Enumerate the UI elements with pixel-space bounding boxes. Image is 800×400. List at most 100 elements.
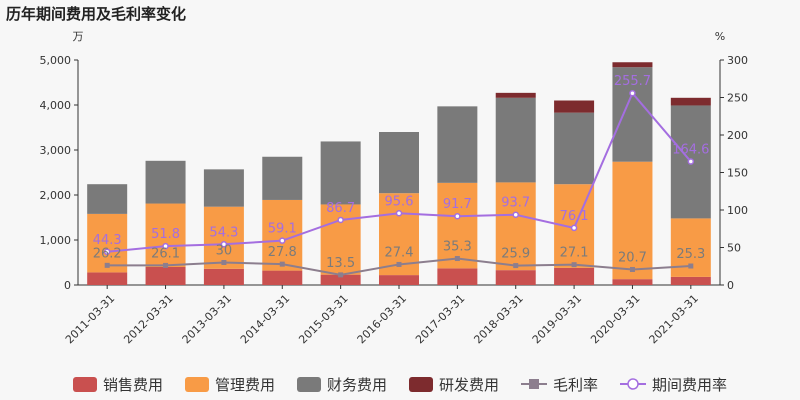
expense-ratio-point xyxy=(570,224,578,232)
legend-swatch xyxy=(72,376,97,392)
x-tick-label: 2016-03-31 xyxy=(355,292,409,346)
legend-swatch xyxy=(296,376,321,392)
x-tick-label: 2021-03-31 xyxy=(647,292,701,346)
y-right-tick-label: 200 xyxy=(727,129,748,142)
gross-margin-data-label: 27.8 xyxy=(268,245,297,260)
gross-margin-data-label: 20.7 xyxy=(618,250,647,265)
expense-ratio-data-label: 59.1 xyxy=(268,222,297,237)
bar-finance xyxy=(203,169,244,207)
x-tick-label: 2012-03-31 xyxy=(121,292,175,346)
x-tick-label: 2011-03-31 xyxy=(63,292,117,346)
gross-margin-data-label: 27.4 xyxy=(385,245,414,260)
x-tick-label: 2015-03-31 xyxy=(296,292,350,346)
bar-sales xyxy=(379,275,419,285)
expense-ratio-point xyxy=(279,237,286,244)
expense-ratio-data-label: 86.7 xyxy=(326,201,355,216)
gross-margin-point xyxy=(688,263,694,269)
gross-margin-point xyxy=(221,260,227,265)
y-right-tick-label: 100 xyxy=(727,204,748,217)
gross-margin-data-label: 30 xyxy=(216,244,233,259)
gross-margin-data-label: 35.3 xyxy=(443,240,472,255)
legend-label: 毛利率 xyxy=(553,375,599,394)
gross-margin-point xyxy=(396,261,402,267)
bar-rnd xyxy=(612,62,653,68)
bar-finance xyxy=(495,97,536,183)
legend-label: 研发费用 xyxy=(439,375,500,394)
y-right-unit: % xyxy=(715,30,725,43)
bar-admin xyxy=(379,193,419,276)
gross-margin-point xyxy=(629,266,635,272)
expense-ratio-data-label: 164.6 xyxy=(672,143,709,158)
expense-ratio-data-label: 54.3 xyxy=(209,225,238,240)
gross-margin-data-label: 27.1 xyxy=(560,246,589,261)
y-right-tick-label: 250 xyxy=(727,92,748,105)
gross-margin-data-label: 25.9 xyxy=(501,247,530,262)
bar-sales xyxy=(554,267,595,285)
bar-rnd xyxy=(670,97,711,106)
legend-label: 管理费用 xyxy=(214,375,275,394)
legend-item[interactable]: 管理费用 xyxy=(184,374,275,395)
bar-finance xyxy=(379,132,419,194)
gross-margin-point xyxy=(338,272,344,278)
expense-ratio-point xyxy=(103,248,111,256)
bar-admin xyxy=(612,161,653,280)
bar-sales xyxy=(612,279,653,285)
bar-sales xyxy=(670,276,711,285)
legend-line-key xyxy=(521,379,548,389)
x-tick-label: 2020-03-31 xyxy=(588,292,642,346)
expense-ratio-point xyxy=(454,212,461,220)
bar-finance xyxy=(145,160,186,204)
gross-margin-point xyxy=(163,262,169,268)
gross-margin-point xyxy=(454,256,460,262)
expense-ratio-point xyxy=(162,242,169,250)
expense-ratio-data-label: 93.7 xyxy=(501,196,530,211)
gross-margin-point xyxy=(513,263,519,269)
y-left-tick-label: 0 xyxy=(64,279,71,292)
bar-admin xyxy=(145,203,186,267)
bar-admin xyxy=(437,182,478,269)
expense-ratio-data-label: 91.7 xyxy=(443,197,472,212)
bar-sales xyxy=(320,274,361,285)
bar-sales xyxy=(262,270,303,285)
bar-sales xyxy=(495,270,536,285)
expense-ratio-point xyxy=(512,211,519,218)
bar-sales xyxy=(145,267,186,285)
bar-finance xyxy=(437,106,478,183)
legend-item[interactable]: 研发费用 xyxy=(409,374,499,395)
bar-sales xyxy=(87,272,128,285)
bar-admin xyxy=(203,206,244,269)
y-left-unit: 万 xyxy=(73,30,84,43)
legend-swatch xyxy=(184,376,209,392)
expense-ratio-point xyxy=(687,158,695,165)
bar-admin xyxy=(495,182,536,271)
legend-label: 财务费用 xyxy=(326,375,387,394)
bar-sales xyxy=(437,268,478,285)
legend-item[interactable]: 销售费用 xyxy=(72,374,163,395)
legend-swatch xyxy=(409,376,433,392)
x-tick-label: 2018-03-31 xyxy=(471,292,525,346)
gross-margin-data-label: 13.5 xyxy=(326,256,355,271)
y-right-tick-label: 50 xyxy=(727,242,741,255)
expense-ratio-data-label: 76.1 xyxy=(560,209,589,224)
y-right-tick-label: 0 xyxy=(727,279,734,292)
legend-line-key xyxy=(620,378,647,390)
bar-finance xyxy=(554,112,595,185)
x-tick-label: 2013-03-31 xyxy=(180,292,234,346)
chart-svg: 0 1,000 2,000 3,000 4,000 5,000 0 50 100 150 200 25… xyxy=(40,30,749,346)
gross-margin-data-label: 26.2 xyxy=(93,246,122,261)
legend-item[interactable]: 财务费用 xyxy=(296,374,387,395)
bar-finance xyxy=(612,67,653,162)
expense-ratio-data-label: 44.3 xyxy=(93,233,122,248)
gross-margin-data-label: 26.1 xyxy=(151,246,180,261)
y-left-tick-label: 5,000 xyxy=(40,54,72,67)
expense-ratio-point xyxy=(395,210,403,217)
legend-item[interactable]: 期间费用率 xyxy=(620,374,727,395)
gross-margin-point xyxy=(279,261,285,267)
bar-sales xyxy=(203,268,244,285)
chart-title: 历年期间费用及毛利率变化 xyxy=(6,5,187,23)
legend-item[interactable]: 毛利率 xyxy=(521,374,598,395)
legend-label: 销售费用 xyxy=(102,375,163,394)
y-left-tick-label: 2,000 xyxy=(40,189,72,202)
y-left-tick-label: 4,000 xyxy=(40,99,72,112)
expense-ratio-data-label: 51.8 xyxy=(151,227,180,242)
